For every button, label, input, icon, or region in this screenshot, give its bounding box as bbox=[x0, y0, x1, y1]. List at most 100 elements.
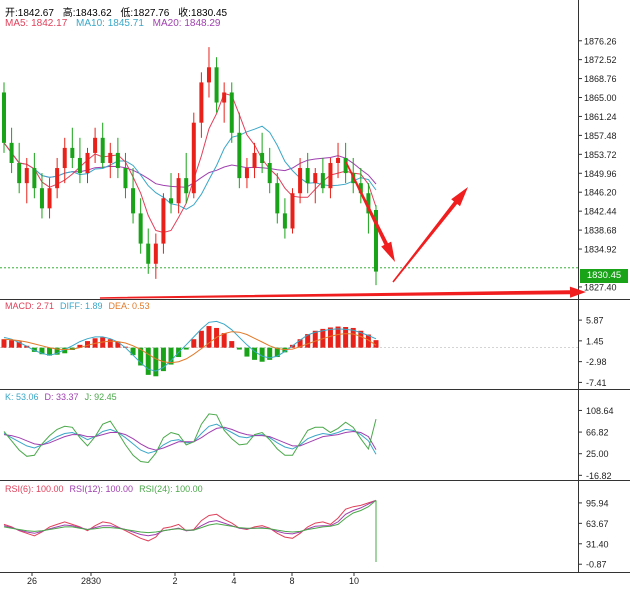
macd-bar bbox=[145, 347, 151, 375]
ma5-label: MA5: 1842.17 bbox=[5, 18, 68, 29]
macd-bar bbox=[365, 334, 371, 348]
macd-bar bbox=[191, 339, 197, 348]
price-tick-label: 1868.76 bbox=[584, 74, 617, 84]
kdj-panel bbox=[3, 413, 377, 464]
candle-body bbox=[161, 198, 166, 244]
candle-body bbox=[39, 188, 44, 209]
price-tick-label: 1834.92 bbox=[584, 245, 617, 255]
candle-body bbox=[313, 173, 318, 184]
candle-body bbox=[374, 210, 378, 272]
candle-body bbox=[55, 168, 60, 189]
macd-bar bbox=[274, 347, 280, 358]
date-axis: 26 2830 2 4 8 10 bbox=[27, 572, 359, 586]
dea-line bbox=[3, 331, 377, 364]
macd-bar bbox=[343, 327, 349, 348]
candle-body bbox=[244, 168, 249, 179]
ma20-label: MA20: 1848.29 bbox=[152, 18, 221, 29]
price-tick-label: 1838.68 bbox=[584, 226, 617, 236]
candle-body bbox=[184, 178, 189, 194]
legend-entry: D: 33.37 bbox=[45, 392, 79, 402]
candle-body bbox=[93, 137, 98, 153]
legend-entry: RSI(12): 100.00 bbox=[70, 484, 134, 494]
macd-bar bbox=[85, 341, 91, 348]
candle-body bbox=[358, 183, 363, 194]
macd-bar bbox=[183, 347, 189, 350]
candle-body bbox=[214, 67, 219, 103]
ma5-line bbox=[3, 92, 377, 234]
macd-bar bbox=[1, 339, 7, 348]
macd-bar bbox=[138, 347, 144, 366]
down-arrow bbox=[345, 161, 395, 262]
candle-body bbox=[343, 157, 348, 174]
candle-body bbox=[336, 157, 341, 163]
indicator-legends: MACD: 2.71 DIFF: 1.89 DEA: 0.53 K: 53.06 D: … bbox=[5, 301, 203, 494]
candle-body bbox=[108, 152, 113, 163]
candle-body bbox=[176, 178, 181, 204]
macd-bar bbox=[9, 340, 15, 348]
macd-tick-label: -2.98 bbox=[586, 357, 607, 367]
candle-body bbox=[17, 163, 22, 184]
macd-bar bbox=[252, 347, 258, 360]
indicator-tick-label: 66.82 bbox=[586, 428, 609, 438]
candle-body bbox=[260, 152, 265, 163]
indicator-tick-label: 25.00 bbox=[586, 449, 609, 459]
macd-bar bbox=[198, 330, 204, 348]
annotation-arrows bbox=[100, 161, 586, 299]
macd-bar bbox=[47, 347, 53, 356]
candle-body bbox=[298, 168, 303, 194]
candle-body bbox=[2, 92, 6, 143]
candle-body bbox=[77, 157, 82, 174]
macd-bar bbox=[327, 327, 333, 348]
candle-body bbox=[70, 147, 75, 158]
candle-body bbox=[85, 152, 90, 174]
high-value: 高:1843.62 bbox=[62, 8, 112, 19]
date-tick-label: 2830 bbox=[81, 576, 101, 586]
candle-body bbox=[191, 122, 196, 194]
macd-tick-label: -7.41 bbox=[586, 378, 607, 388]
date-tick-label: 8 bbox=[289, 576, 294, 586]
ma10-line bbox=[3, 125, 377, 210]
candle-body bbox=[115, 152, 120, 169]
price-tick-label: 1857.48 bbox=[584, 131, 617, 141]
series-line bbox=[3, 413, 377, 464]
current-price-badge: 1830.45 bbox=[580, 269, 628, 283]
ma-header: MA5: 1842.17 MA10: 1845.71 MA20: 1848.29 bbox=[5, 18, 226, 29]
price-tick-label: 1827.40 bbox=[584, 282, 617, 292]
indicator-tick-label: 63.67 bbox=[586, 519, 609, 529]
candle-body bbox=[237, 132, 242, 179]
macd-bar bbox=[77, 344, 83, 348]
price-panel bbox=[0, 47, 578, 286]
candle-body bbox=[328, 163, 333, 189]
macd-bar bbox=[305, 334, 311, 348]
candle-body bbox=[305, 168, 310, 184]
price-tick-label: 1849.96 bbox=[584, 169, 617, 179]
macd-bar bbox=[16, 341, 22, 348]
price-axis: 1876.26 1872.52 1868.76 1865.00 1861.24 1857.… bbox=[578, 36, 617, 570]
candle-body bbox=[146, 243, 151, 264]
candle-body bbox=[229, 92, 234, 133]
horizontal-arrow bbox=[100, 286, 586, 299]
legend-entry: RSI(6): 100.00 bbox=[5, 484, 64, 494]
candle-body bbox=[206, 67, 211, 83]
candle-body bbox=[282, 213, 287, 229]
candle-body bbox=[100, 137, 105, 163]
series-line bbox=[3, 499, 377, 534]
price-tick-label: 1842.44 bbox=[584, 207, 617, 217]
indicator-tick-label: 31.40 bbox=[586, 539, 609, 549]
price-tick-label: 1853.72 bbox=[584, 150, 617, 160]
macd-tick-label: 5.87 bbox=[586, 316, 604, 326]
candle-body bbox=[9, 142, 14, 163]
candle-body bbox=[366, 193, 371, 214]
candle-body bbox=[47, 188, 52, 209]
macd-bar bbox=[221, 333, 227, 348]
date-tick-label: 2 bbox=[172, 576, 177, 586]
price-tick-label: 1876.26 bbox=[584, 36, 617, 46]
candle-body bbox=[222, 92, 227, 103]
macd-bar bbox=[31, 347, 37, 352]
ma10-label: MA10: 1845.71 bbox=[76, 18, 144, 29]
macd-bar bbox=[62, 347, 68, 354]
price-tick-label: 1872.52 bbox=[584, 55, 617, 65]
indicator-legend: MACD: 2.71 DIFF: 1.89 DEA: 0.53 bbox=[5, 301, 150, 311]
series-line bbox=[3, 499, 377, 542]
